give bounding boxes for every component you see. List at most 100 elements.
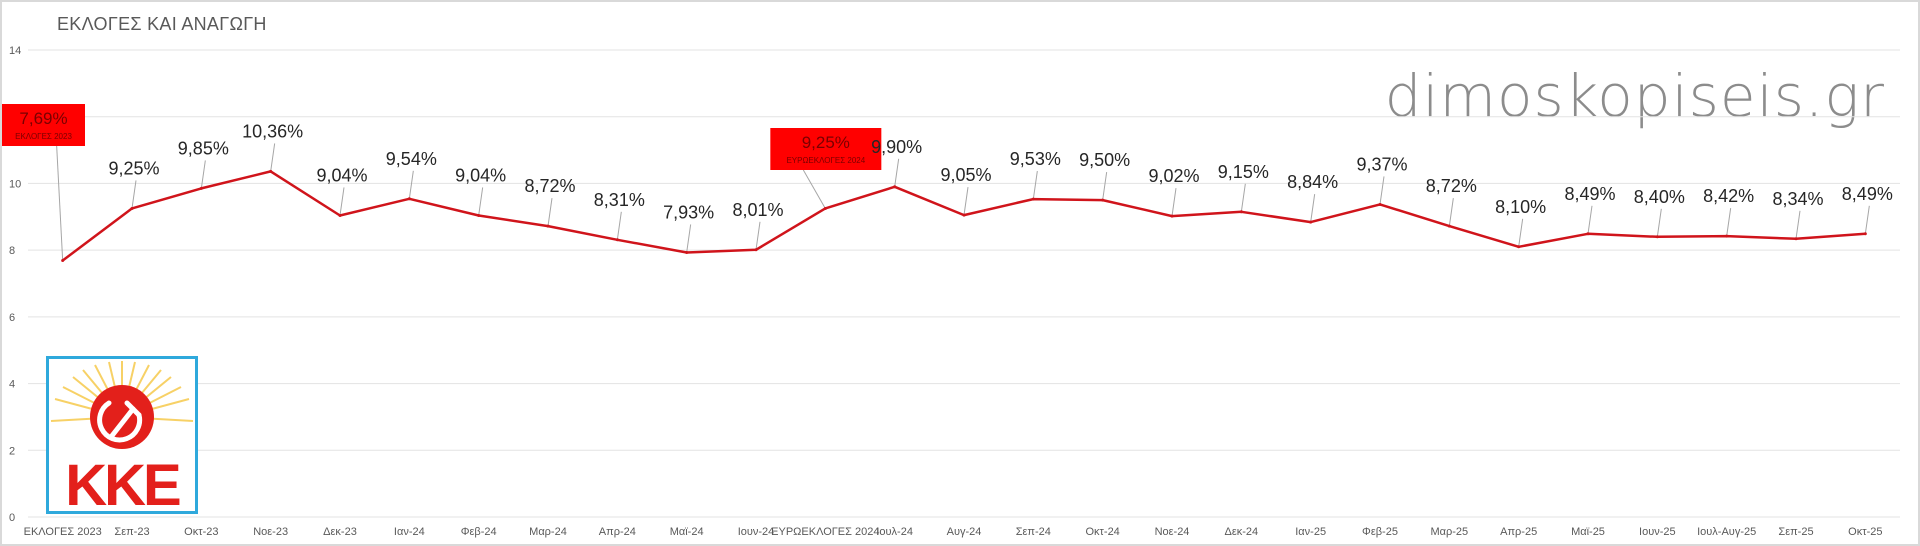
leader-line	[1310, 194, 1316, 223]
highlight-label-box	[770, 128, 882, 170]
data-point	[546, 224, 550, 228]
leader-line	[408, 170, 414, 199]
leader-line	[478, 187, 484, 216]
x-tick-label: Ιουν-24	[738, 526, 775, 538]
leader-line	[755, 221, 761, 250]
logo-text: KKE	[65, 453, 180, 511]
x-tick-label: Απρ-25	[1500, 526, 1537, 538]
data-label: 8,31%	[594, 190, 645, 210]
x-tick-label: Νοε-23	[253, 526, 288, 538]
data-point	[61, 258, 65, 262]
y-tick-label: 6	[9, 312, 15, 324]
data-label: 8,84%	[1287, 172, 1338, 192]
data-label: 9,25%	[108, 158, 159, 178]
leader-lines	[56, 143, 1870, 261]
leader-line	[1379, 176, 1385, 205]
x-tick-label: Φεβ-25	[1362, 526, 1398, 538]
data-point	[1447, 224, 1451, 228]
data-point	[1378, 202, 1382, 206]
data-point	[1725, 234, 1729, 238]
x-tick-label: Μαρ-25	[1430, 526, 1468, 538]
x-tick-label: Απρ-24	[599, 526, 636, 538]
x-tick-label: Ιαν-24	[394, 526, 425, 538]
watermark: dimoskopiseis.gr	[1384, 62, 1885, 130]
data-labels: 7,69% ΕΚΛΟΓΕΣ 2023 9,25% 9,85% 10,36% 9,04% 9,…	[2, 104, 1893, 222]
data-point	[1863, 232, 1867, 236]
x-tick-label: Μαρ-24	[529, 526, 567, 538]
data-label: 9,04%	[455, 165, 506, 185]
data-point	[893, 185, 897, 189]
data-label: 7,69%	[19, 109, 67, 128]
data-point	[1517, 245, 1521, 249]
x-tick-label: Οκτ-24	[1086, 526, 1120, 538]
y-tick-label: 10	[9, 178, 21, 190]
data-label: 9,25%	[802, 133, 850, 152]
leader-line	[1795, 210, 1801, 239]
data-point	[1239, 210, 1243, 214]
kke-logo: KKE	[46, 356, 198, 514]
y-tick-label: 14	[9, 45, 21, 57]
x-tick-label: Οκτ-25	[1848, 526, 1882, 538]
data-point	[130, 206, 134, 210]
data-label: 8,72%	[1426, 176, 1477, 196]
leader-line	[802, 169, 826, 209]
y-tick-label: 4	[9, 379, 15, 391]
data-label: 9,85%	[178, 138, 229, 158]
data-label: 8,34%	[1772, 189, 1823, 209]
data-point	[685, 250, 689, 254]
x-tick-label: Δεκ-24	[1225, 526, 1259, 538]
leader-line	[686, 224, 692, 253]
data-label: 9,02%	[1148, 166, 1199, 186]
data-label: 8,72%	[524, 176, 575, 196]
x-tick-label: Ιουλ-24	[876, 526, 913, 538]
data-point	[1794, 237, 1798, 241]
data-label: 9,90%	[871, 137, 922, 157]
data-label: 8,01%	[732, 200, 783, 220]
x-tick-label: Ιουν-25	[1639, 526, 1676, 538]
data-label: 7,93%	[663, 202, 714, 222]
x-tick-label: ΕΥΡΩΕΚΛΟΓΕΣ 2024	[771, 526, 879, 538]
leader-line	[1587, 205, 1593, 234]
hammer-sickle-icon	[97, 400, 143, 443]
data-label: 10,36%	[242, 121, 303, 141]
data-point	[1309, 220, 1313, 224]
leader-line	[1518, 218, 1524, 247]
leader-line	[270, 143, 276, 172]
leader-line	[1171, 188, 1177, 217]
x-tick-label: Οκτ-23	[184, 526, 218, 538]
x-axis-ticks: ΕΚΛΟΓΕΣ 2023 Σεπ-23 Οκτ-23 Νοε-23 Δεκ-23 Ιαν-…	[24, 526, 1883, 538]
data-point	[477, 213, 481, 217]
x-tick-label: Σεπ-23	[114, 526, 149, 538]
data-point	[823, 206, 827, 210]
x-tick-label: Ιαν-25	[1295, 526, 1326, 538]
x-tick-label: Ιουλ-Αυγ-25	[1697, 526, 1756, 538]
leader-line	[1102, 172, 1108, 201]
x-tick-label: Αυγ-24	[947, 526, 982, 538]
data-label: 9,05%	[940, 165, 991, 185]
leader-line	[200, 160, 206, 189]
chart-title: ΕΚΛΟΓΕΣ ΚΑΙ ΑΝΑΓΩΓΗ	[57, 14, 267, 34]
data-label: 8,49%	[1842, 184, 1893, 204]
highlight-label-box	[2, 104, 85, 146]
leader-line	[616, 211, 622, 240]
x-tick-label: Μαϊ-24	[670, 526, 704, 538]
data-point	[754, 248, 758, 252]
leader-line	[339, 187, 345, 216]
data-label: 9,37%	[1356, 154, 1407, 174]
highlight-sublabel: ΕΥΡΩΕΚΛΟΓΕΣ 2024	[786, 156, 865, 165]
data-point	[1655, 235, 1659, 239]
leader-line	[56, 145, 64, 261]
data-point	[1586, 232, 1590, 236]
x-tick-label: Νοε-24	[1155, 526, 1190, 538]
x-tick-label: Φεβ-24	[461, 526, 497, 538]
data-label: 9,15%	[1218, 162, 1269, 182]
highlight-sublabel: ΕΚΛΟΓΕΣ 2023	[15, 132, 72, 141]
data-point	[1031, 197, 1035, 201]
x-tick-label: ΕΚΛΟΓΕΣ 2023	[24, 526, 102, 538]
data-label: 9,04%	[316, 165, 367, 185]
data-label: 9,53%	[1010, 149, 1061, 169]
data-point	[615, 238, 619, 242]
data-point	[962, 213, 966, 217]
data-label: 8,42%	[1703, 186, 1754, 206]
